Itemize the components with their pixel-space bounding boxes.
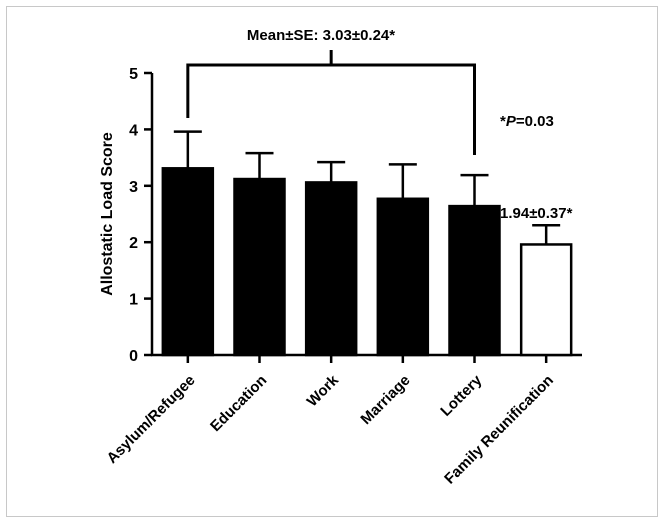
bracket-line [186, 63, 476, 155]
family-reunification-label: 1.94±0.37* [500, 205, 573, 222]
y-ticks: 0 1 2 3 4 5 [129, 66, 152, 365]
bars [161, 130, 573, 357]
x-category-label: Asylum/Refugee [104, 372, 199, 467]
p-value: =0.03 [516, 113, 554, 130]
bar [161, 167, 215, 357]
bar [304, 181, 358, 357]
y-axis-title: Allostatic Load Score [99, 132, 116, 296]
bar [376, 197, 430, 357]
p-value-label: *P=0.03 [500, 113, 554, 130]
x-category-label: Lottery [437, 371, 485, 419]
x-category-label: Work [304, 371, 343, 410]
y-tick-label: 2 [129, 235, 138, 252]
y-tick-label: 0 [129, 348, 138, 365]
x-category-label: Education [207, 372, 270, 435]
y-tick-label: 5 [129, 66, 138, 83]
bar [448, 204, 501, 357]
y-tick-label: 4 [129, 122, 138, 139]
bracket-label: Mean±SE: 3.03±0.24* [247, 27, 395, 44]
significance-bracket [186, 50, 476, 155]
p-symbol: P [506, 113, 517, 130]
p-prefix: * [500, 113, 506, 130]
axes [150, 73, 582, 357]
bar [519, 243, 573, 357]
x-category-label: Marriage [357, 372, 413, 428]
y-tick-label: 1 [129, 292, 138, 309]
y-tick-label: 3 [129, 179, 138, 196]
x-category-labels: Asylum/Refugee Education Work Marriage Lotte… [104, 355, 557, 488]
bar [233, 177, 286, 357]
